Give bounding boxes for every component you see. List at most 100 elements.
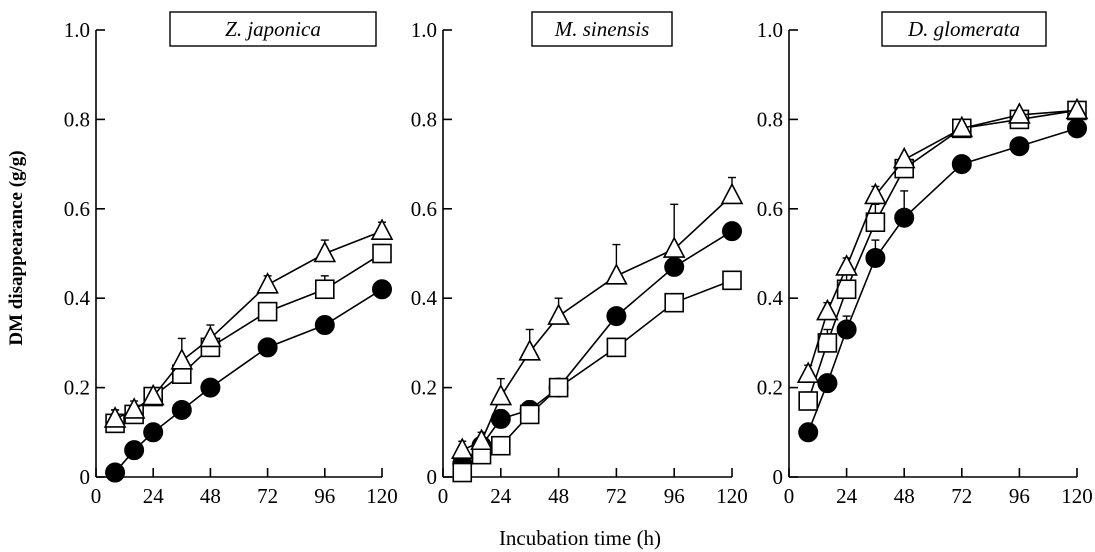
data-point-circle bbox=[1009, 136, 1030, 157]
panel-2: 0 0.2 0.4 0.6 0.8 1.0 0 24 48 72 96 120 M. sinensis bbox=[411, 11, 748, 508]
y-tick-label: 0.2 bbox=[411, 376, 437, 400]
series-line bbox=[461, 194, 733, 451]
data-point-triangle bbox=[103, 406, 127, 428]
data-point-triangle bbox=[547, 303, 570, 325]
data-point-circle bbox=[314, 315, 335, 336]
x-tick-label: 120 bbox=[716, 484, 748, 508]
series-line bbox=[807, 109, 1078, 375]
panels: 0 0.2 0.4 0.6 0.8 1.0 0 24 48 72 96 120 Z. japonica 0… bbox=[64, 11, 1093, 508]
data-point-circle bbox=[606, 306, 627, 327]
data-point-circle bbox=[865, 247, 886, 268]
data-point-triangle bbox=[662, 236, 686, 258]
data-point-circle bbox=[200, 377, 221, 398]
data-point-triangle bbox=[605, 263, 628, 285]
data-point-square bbox=[606, 337, 627, 358]
data-point-triangle bbox=[1008, 102, 1031, 124]
data-point-circle bbox=[951, 154, 972, 175]
panel-title: M. sinensis bbox=[554, 17, 650, 41]
data-point-triangle bbox=[199, 325, 222, 348]
y-tick-label: 0 bbox=[80, 465, 91, 489]
y-tick-label: 0.2 bbox=[64, 376, 90, 400]
data-point-circle bbox=[171, 399, 192, 420]
data-point-triangle bbox=[141, 383, 165, 406]
series-line bbox=[461, 230, 733, 465]
series-circle bbox=[105, 279, 392, 483]
x-tick-label: 72 bbox=[606, 484, 627, 508]
data-point-triangle bbox=[892, 146, 916, 169]
y-tick-label: 0.2 bbox=[757, 376, 783, 400]
data-point-square bbox=[372, 243, 392, 264]
x-tick-label: 120 bbox=[366, 484, 398, 508]
y-tick-label: 0 bbox=[427, 465, 438, 489]
data-point-triangle bbox=[796, 361, 820, 383]
data-point-square bbox=[817, 333, 838, 353]
data-point-triangle bbox=[720, 182, 744, 205]
x-tick-label: 48 bbox=[548, 484, 569, 508]
data-point-circle bbox=[105, 462, 126, 483]
data-point-circle bbox=[722, 221, 742, 242]
panel-title: Z. japonica bbox=[225, 17, 321, 41]
y-tick-label: 0.4 bbox=[411, 286, 438, 310]
data-point-triangle bbox=[864, 182, 887, 205]
series-circle bbox=[798, 118, 1087, 443]
y-tick-label: 0.4 bbox=[757, 286, 784, 310]
panel-title-box bbox=[531, 11, 673, 47]
x-tick-label: 0 bbox=[784, 484, 795, 508]
data-point-triangle bbox=[835, 254, 858, 276]
panel-title-box bbox=[169, 11, 377, 47]
data-point-triangle bbox=[370, 218, 394, 240]
data-point-square bbox=[257, 301, 278, 322]
data-point-circle bbox=[372, 279, 392, 300]
data-point-circle bbox=[798, 422, 819, 443]
data-point-circle bbox=[836, 319, 857, 340]
series-circle bbox=[452, 221, 742, 474]
data-point-square bbox=[519, 404, 540, 425]
y-tick-label: 1.0 bbox=[411, 18, 437, 42]
series-square bbox=[798, 100, 1087, 411]
data-point-square bbox=[452, 462, 473, 483]
x-tick-label: 120 bbox=[1061, 484, 1093, 508]
y-tick-label: 0.8 bbox=[64, 107, 90, 131]
x-tick-label: 0 bbox=[91, 484, 102, 508]
data-point-triangle bbox=[1065, 97, 1089, 120]
data-point-square bbox=[865, 212, 886, 233]
series-triangle bbox=[450, 176, 744, 459]
x-tick-label: 72 bbox=[951, 484, 972, 508]
x-tick-label: 24 bbox=[836, 484, 858, 508]
y-tick-label: 0.8 bbox=[757, 107, 783, 131]
data-point-circle bbox=[143, 422, 164, 443]
y-tick-label: 1.0 bbox=[757, 18, 783, 42]
data-point-square bbox=[490, 435, 511, 456]
data-point-triangle bbox=[489, 383, 513, 406]
data-point-triangle bbox=[122, 397, 146, 419]
x-tick-label: 96 bbox=[664, 484, 685, 508]
y-axis-label: DM disappearance (g/g) bbox=[6, 150, 27, 345]
y-tick-label: 0.6 bbox=[757, 197, 783, 221]
y-tick-label: 0.8 bbox=[411, 107, 437, 131]
data-point-triangle bbox=[470, 428, 493, 451]
x-tick-label: 48 bbox=[894, 484, 915, 508]
data-point-square bbox=[722, 270, 742, 291]
y-tick-label: 0 bbox=[773, 465, 784, 489]
data-point-circle bbox=[257, 337, 278, 358]
panel-title-box bbox=[881, 11, 1047, 47]
data-point-triangle bbox=[950, 115, 974, 138]
data-point-triangle bbox=[256, 272, 279, 294]
data-point-circle bbox=[124, 440, 145, 461]
series-square bbox=[452, 270, 742, 483]
x-tick-label: 96 bbox=[1009, 484, 1030, 508]
data-point-triangle bbox=[450, 437, 474, 459]
series-line bbox=[114, 288, 383, 474]
data-point-triangle bbox=[313, 240, 337, 263]
panel-title: D. glomerata bbox=[907, 17, 1020, 41]
series-triangle bbox=[796, 97, 1089, 383]
x-tick-label: 24 bbox=[490, 484, 512, 508]
data-point-square bbox=[798, 391, 819, 411]
y-tick-label: 0.6 bbox=[64, 197, 90, 221]
data-point-square bbox=[314, 279, 335, 300]
x-tick-label: 72 bbox=[257, 484, 278, 508]
x-axis-label: Incubation time (h) bbox=[499, 526, 661, 550]
y-tick-label: 0.4 bbox=[64, 286, 91, 310]
data-point-triangle bbox=[816, 298, 839, 321]
